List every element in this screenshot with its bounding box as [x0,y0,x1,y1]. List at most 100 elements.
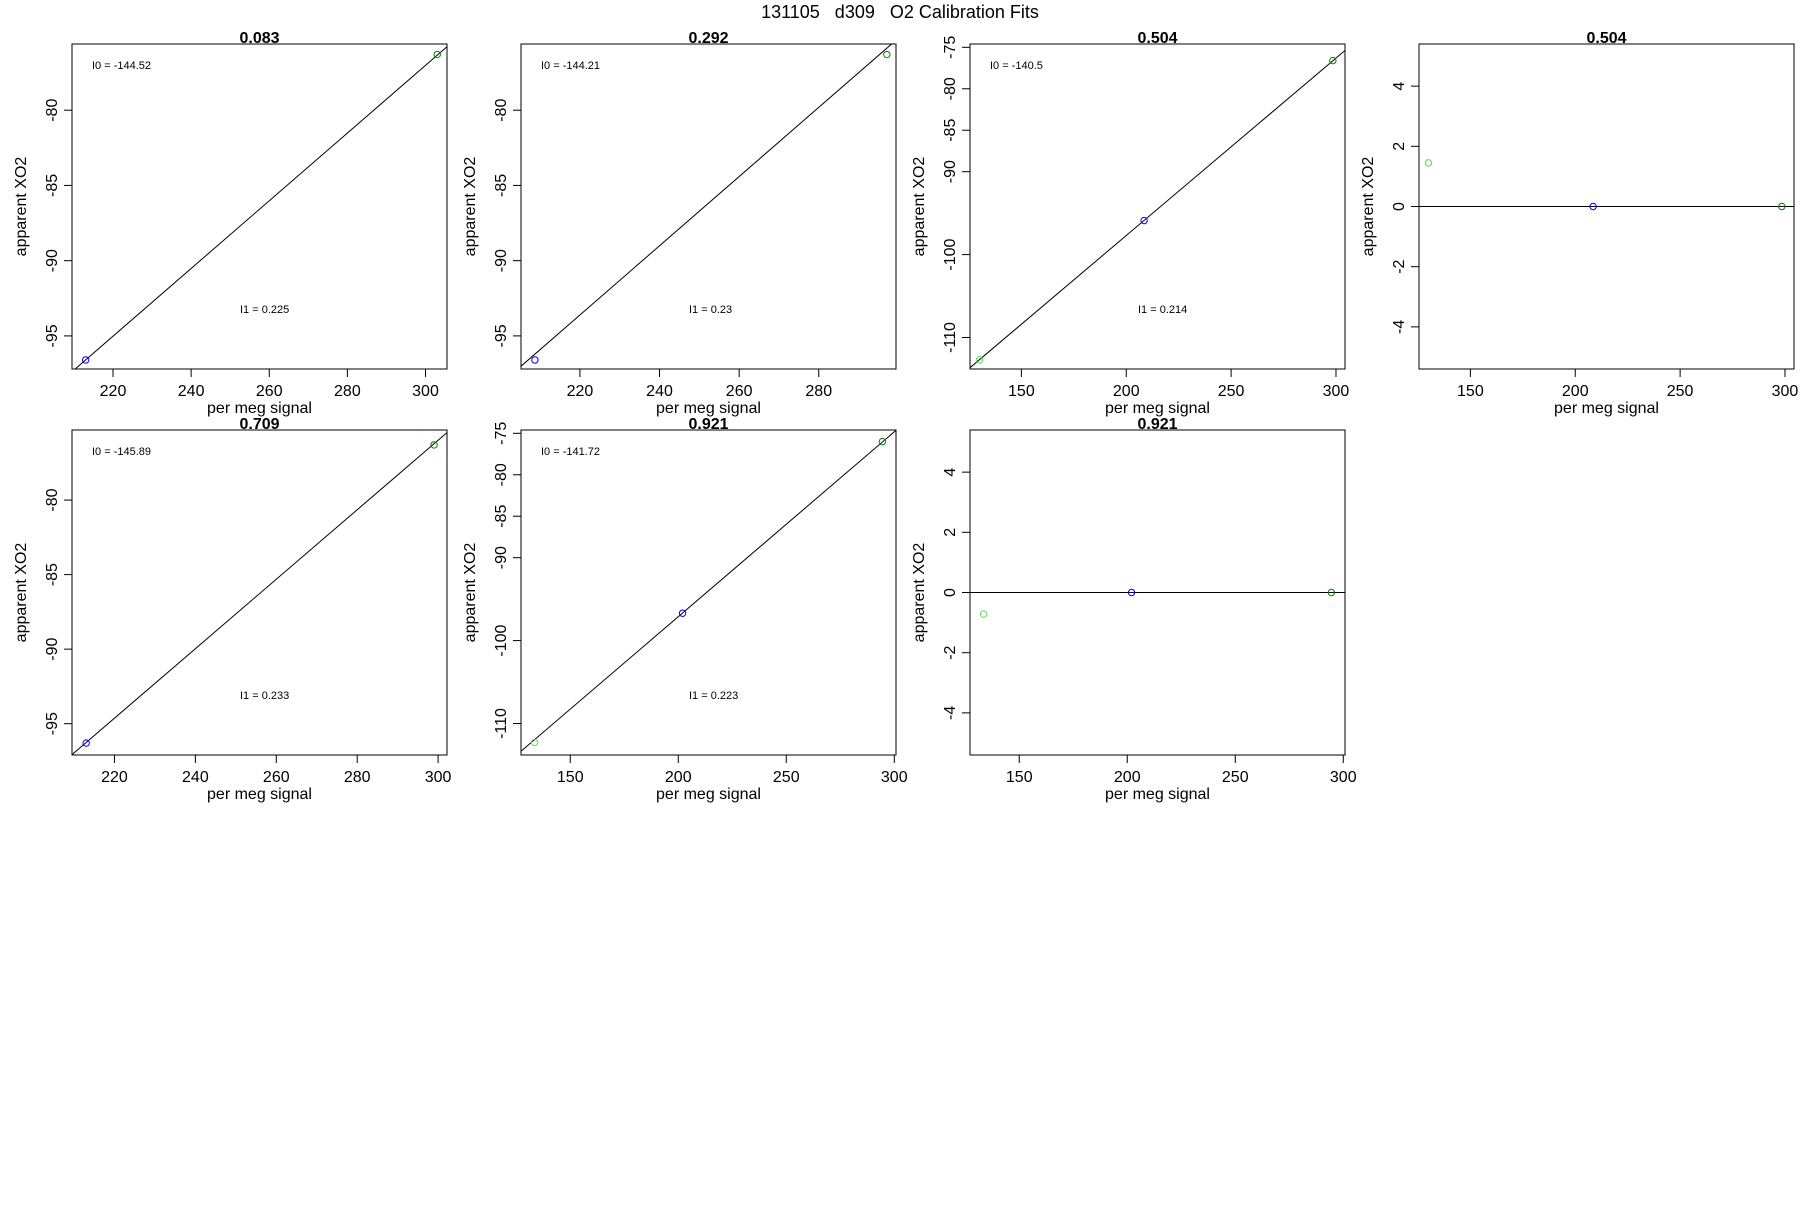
y-axis-label: apparent XO2 [911,157,928,257]
data-point-1 [979,610,988,618]
data-point-3 [878,437,887,446]
x-tick-label: 300 [1772,383,1799,400]
y-tick-label: -100 [942,238,959,270]
x-axis-label: per meg signal [656,400,761,417]
x-tick-label: 200 [665,769,692,786]
y-tick-label: -100 [493,624,510,656]
plot-area [1419,159,1794,211]
y-tick-label: -90 [493,249,510,272]
y-tick-label: -75 [493,422,510,445]
y-tick-label: -110 [493,708,510,739]
chart-panel-7: 150 200 250 300 per meg signal 4 2 0 -2 -4 apparen… [911,416,1357,803]
y-tick-label: -90 [942,160,959,183]
y-axis-label: apparent XO2 [462,543,479,643]
y-tick-label: 2 [1391,142,1408,151]
y-tick-label: -90 [44,637,61,660]
intercept-annotation: I0 = -144.21 [541,60,600,72]
y-axis-label: apparent XO2 [462,157,479,257]
x-tick-label: 250 [1667,383,1694,400]
plot-area [521,430,896,752]
chart-panel-5: 220 240 260 280 300 per meg signal -80 -85 -90 -9… [13,416,452,803]
chart-panel-2: 220 240 260 280 per meg signal -80 -85 -90 -95 ap… [462,30,897,417]
x-tick-label: 300 [412,383,439,400]
data-point-1 [530,738,539,747]
x-tick-label: 220 [101,769,128,786]
y-tick-label: -110 [942,322,959,353]
y-tick-label: 0 [942,588,959,597]
panel-title: 0.292 [688,30,728,47]
intercept-annotation: I0 = -140.5 [990,60,1043,72]
y-tick-label: -85 [44,174,61,197]
y-axis-label: apparent XO2 [13,157,30,257]
y-tick-label: -4 [1391,320,1408,334]
y-axis-label: apparent XO2 [1360,157,1377,257]
x-axis: 150 200 250 300 [557,754,908,786]
y-tick-label: 4 [1391,82,1408,91]
y-tick-label: -4 [942,706,959,720]
data-point-2 [430,441,438,449]
x-tick-label: 240 [646,383,673,400]
y-axis: -80 -85 -90 -95 [44,99,73,347]
x-tick-label: 150 [557,769,584,786]
plot-area [521,44,893,367]
y-axis: -80 -85 -90 -95 [44,488,73,735]
x-tick-label: 300 [881,769,908,786]
y-tick-label: -95 [493,324,510,347]
x-tick-label: 300 [1330,769,1357,786]
y-axis: -75 -80 -85 -90 -100 -110 [942,36,971,353]
y-tick-label: 0 [1391,202,1408,211]
x-axis-label: per meg signal [1554,400,1659,417]
plot-frame [520,43,897,370]
y-tick-label: -85 [493,505,510,528]
intercept-annotation: I0 = -141.72 [541,446,600,458]
x-tick-label: 240 [182,769,209,786]
x-tick-label: 200 [1114,769,1141,786]
plot-area [970,50,1345,369]
plot-area [72,432,447,755]
y-tick-label: -75 [942,36,959,59]
x-axis: 150 200 250 300 [1006,754,1357,786]
x-tick-label: 220 [567,383,594,400]
y-tick-label: -90 [493,546,510,569]
data-point-1 [1424,159,1433,167]
data-point-2 [433,50,441,59]
y-tick-label: -80 [44,488,61,511]
x-tick-label: 300 [425,769,452,786]
intercept-annotation: I0 = -145.89 [92,446,151,458]
data-point-2 [883,50,891,59]
y-axis: -75 -80 -85 -90 -100 -110 [493,422,522,739]
chart-panel-4: 150 200 250 300 per meg signal 4 2 0 -2 -4 apparen… [1360,30,1798,417]
y-tick-label: -95 [44,712,61,735]
x-tick-label: 150 [1008,383,1035,400]
x-axis: 150 200 250 300 [1008,368,1350,400]
y-tick-label: -80 [44,99,61,122]
panel-title: 0.709 [239,416,279,433]
chart-panel-6: 150 200 250 300 per meg signal -75 -80 -85 -90 -1… [462,416,908,803]
panel-title: 0.083 [239,30,279,47]
chart-panel-1: 220 240 260 280 300 per meg signal -80 -85 -90 -9… [13,30,448,417]
x-tick-label: 280 [344,769,371,786]
x-tick-label: 260 [263,769,290,786]
data-point-1 [975,356,984,364]
y-axis-label: apparent XO2 [13,543,30,643]
slope-annotation: I1 = 0.214 [1138,304,1187,316]
y-axis-label: apparent XO2 [911,543,928,643]
fit-line [970,50,1345,369]
plot-frame [71,43,448,370]
x-tick-label: 300 [1323,383,1350,400]
x-axis-label: per meg signal [207,786,312,803]
y-axis: 4 2 0 -2 -4 [1391,82,1420,334]
y-tick-label: -80 [493,463,510,486]
y-axis: -80 -85 -90 -95 [493,99,522,347]
data-point-3 [1327,588,1336,597]
x-tick-label: 150 [1006,769,1033,786]
x-tick-label: 240 [178,383,205,400]
y-tick-label: -85 [942,119,959,142]
figure-title: 131105 d309 O2 Calibration Fits [761,2,1039,22]
data-point-3 [1329,56,1337,65]
x-tick-label: 250 [1222,769,1249,786]
slope-annotation: I1 = 0.223 [689,690,738,702]
x-tick-label: 200 [1562,383,1589,400]
